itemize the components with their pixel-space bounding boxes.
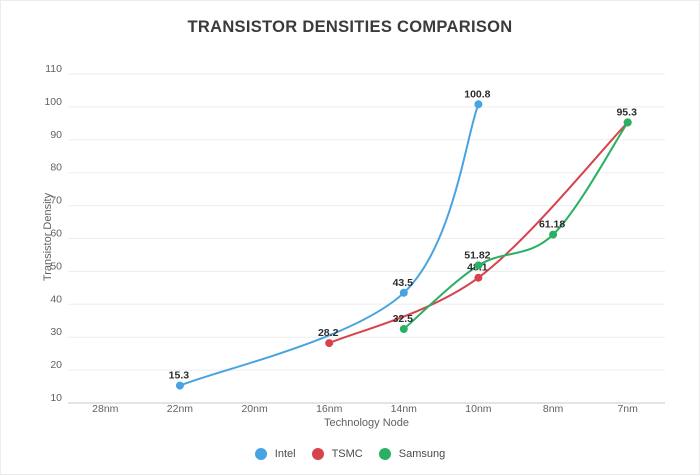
y-axis-title: Transistor Density bbox=[42, 192, 54, 282]
y-tick-label: 80 bbox=[50, 162, 62, 174]
data-label-tsmc-16nm: 28.2 bbox=[318, 327, 339, 339]
data-label-samsung-7nm: 95.3 bbox=[616, 106, 637, 118]
chart-title: TRANSISTOR DENSITIES COMPARISON bbox=[187, 18, 513, 36]
x-tick-label-14nm: 14nm bbox=[391, 403, 418, 415]
y-tick-label: 90 bbox=[50, 129, 62, 141]
y-tick-label: 70 bbox=[50, 195, 62, 207]
x-tick-label-8nm: 8nm bbox=[543, 403, 564, 415]
y-tick-label: 30 bbox=[50, 326, 62, 338]
series-line-tsmc[interactable] bbox=[328, 121, 629, 345]
y-tick-label: 60 bbox=[50, 228, 62, 240]
data-point-samsung-8nm[interactable] bbox=[549, 230, 558, 239]
y-tick-label: 100 bbox=[44, 96, 62, 108]
x-tick-label-16nm: 16nm bbox=[316, 403, 343, 415]
legend-item-samsung[interactable]: Samsung bbox=[378, 448, 446, 460]
legend-label-intel: Intel bbox=[274, 448, 296, 460]
data-label-samsung-8nm: 61.18 bbox=[539, 219, 565, 231]
x-tick-label-28nm: 28nm bbox=[92, 403, 119, 415]
y-tick-label: 10 bbox=[50, 392, 62, 404]
data-label-intel-14nm: 43.5 bbox=[393, 277, 414, 289]
legend-swatch-tsmc bbox=[311, 448, 324, 460]
x-tick-label-7nm: 7nm bbox=[617, 403, 638, 415]
data-point-samsung-10nm[interactable] bbox=[474, 261, 483, 270]
legend-item-intel[interactable]: Intel bbox=[254, 448, 296, 460]
legend-swatch-intel bbox=[254, 448, 267, 460]
data-point-intel-10nm[interactable] bbox=[474, 100, 483, 109]
legend-label-tsmc: TSMC bbox=[331, 448, 363, 460]
legend-label-samsung: Samsung bbox=[398, 448, 446, 460]
y-tick-label: 20 bbox=[50, 359, 62, 371]
data-point-intel-22nm[interactable] bbox=[175, 381, 184, 390]
legend-item-tsmc[interactable]: TSMC bbox=[311, 448, 363, 460]
series-line-samsung[interactable] bbox=[402, 121, 629, 330]
data-point-intel-14nm[interactable] bbox=[399, 288, 408, 297]
x-tick-label-22nm: 22nm bbox=[167, 403, 194, 415]
x-tick-label-10nm: 10nm bbox=[465, 403, 492, 415]
data-point-samsung-14nm[interactable] bbox=[399, 325, 408, 333]
data-label-intel-10nm: 100.8 bbox=[464, 88, 490, 100]
data-label-samsung-10nm: 51.82 bbox=[464, 249, 490, 261]
legend-swatch-samsung bbox=[378, 448, 391, 460]
y-tick-label: 50 bbox=[50, 260, 62, 272]
data-point-tsmc-16nm[interactable] bbox=[325, 339, 334, 348]
data-label-samsung-14nm: 32.5 bbox=[393, 313, 414, 325]
y-tick-label: 40 bbox=[50, 293, 62, 305]
legend: Intel TSMC Samsung bbox=[0, 448, 700, 460]
y-tick-label: 110 bbox=[45, 63, 62, 75]
data-label-intel-22nm: 15.3 bbox=[169, 370, 190, 382]
data-point-samsung-7nm[interactable] bbox=[623, 118, 632, 127]
data-point-tsmc-10nm[interactable] bbox=[474, 273, 483, 282]
x-axis-title: Technology Node bbox=[323, 417, 409, 429]
x-tick-label-20nm: 20nm bbox=[241, 403, 268, 415]
